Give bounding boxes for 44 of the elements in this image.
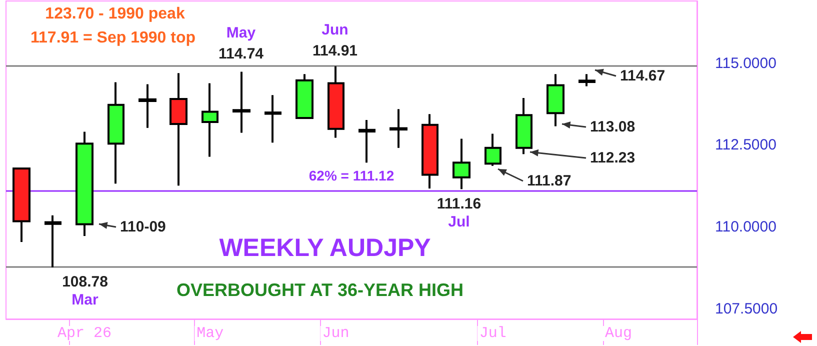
ref-line-label: 62% = 111.12 bbox=[308, 167, 394, 184]
text: WEEKLY AUDJPY bbox=[219, 234, 432, 262]
annotation: 110-09 bbox=[120, 218, 166, 236]
candlestick bbox=[108, 81, 124, 185]
candlestick bbox=[296, 73, 314, 120]
candlestick bbox=[12, 168, 30, 243]
annotation: 114.67 bbox=[620, 68, 666, 84]
annotation: 111.16 bbox=[436, 196, 482, 212]
annotation: May bbox=[226, 24, 256, 42]
x-tick-label: May bbox=[196, 325, 224, 342]
annotation: Mar bbox=[72, 292, 98, 308]
candlestick bbox=[44, 214, 62, 268]
candlestick bbox=[170, 72, 188, 187]
annotation: Jul bbox=[448, 214, 470, 230]
y-tick-label: 112.5000 bbox=[715, 136, 776, 154]
y-tick-label: 110.0000 bbox=[715, 218, 776, 236]
candlestick bbox=[328, 65, 344, 139]
candlestick bbox=[390, 108, 408, 149]
annotation: 114.91 bbox=[312, 42, 358, 60]
candlestick bbox=[232, 70, 250, 134]
candlestick bbox=[452, 138, 470, 190]
candlestick bbox=[202, 82, 218, 158]
candlestick bbox=[358, 119, 376, 164]
candlestick bbox=[76, 130, 94, 238]
annotation: Jun bbox=[322, 22, 348, 38]
annotation: 114.74 bbox=[218, 46, 264, 62]
candlestick bbox=[484, 132, 502, 167]
annotation: 117.91 = Sep 1990 top bbox=[30, 30, 196, 46]
annotation: 111.87 bbox=[527, 172, 572, 190]
x-tick-label: Jun bbox=[322, 325, 350, 342]
y-tick-label: 115.0000 bbox=[715, 54, 776, 72]
x-tick-label: Jul bbox=[479, 325, 506, 342]
x-tick-label: Aug bbox=[604, 325, 632, 342]
candlestick bbox=[422, 113, 438, 190]
text: OVERBOUGHT AT 36-YEAR HIGH bbox=[176, 280, 464, 300]
y-tick-label: 107.5000 bbox=[715, 300, 778, 318]
annotation: 113.08 bbox=[590, 118, 636, 136]
annotation: 123.70 - 1990 peak bbox=[45, 6, 185, 22]
annotation: 112.23 bbox=[590, 150, 636, 166]
candlestick bbox=[264, 94, 282, 144]
candlestick bbox=[138, 83, 156, 129]
annotation: 108.78 bbox=[62, 274, 108, 290]
candlestick bbox=[578, 73, 596, 88]
x-tick-label: Apr 26 bbox=[58, 325, 112, 342]
